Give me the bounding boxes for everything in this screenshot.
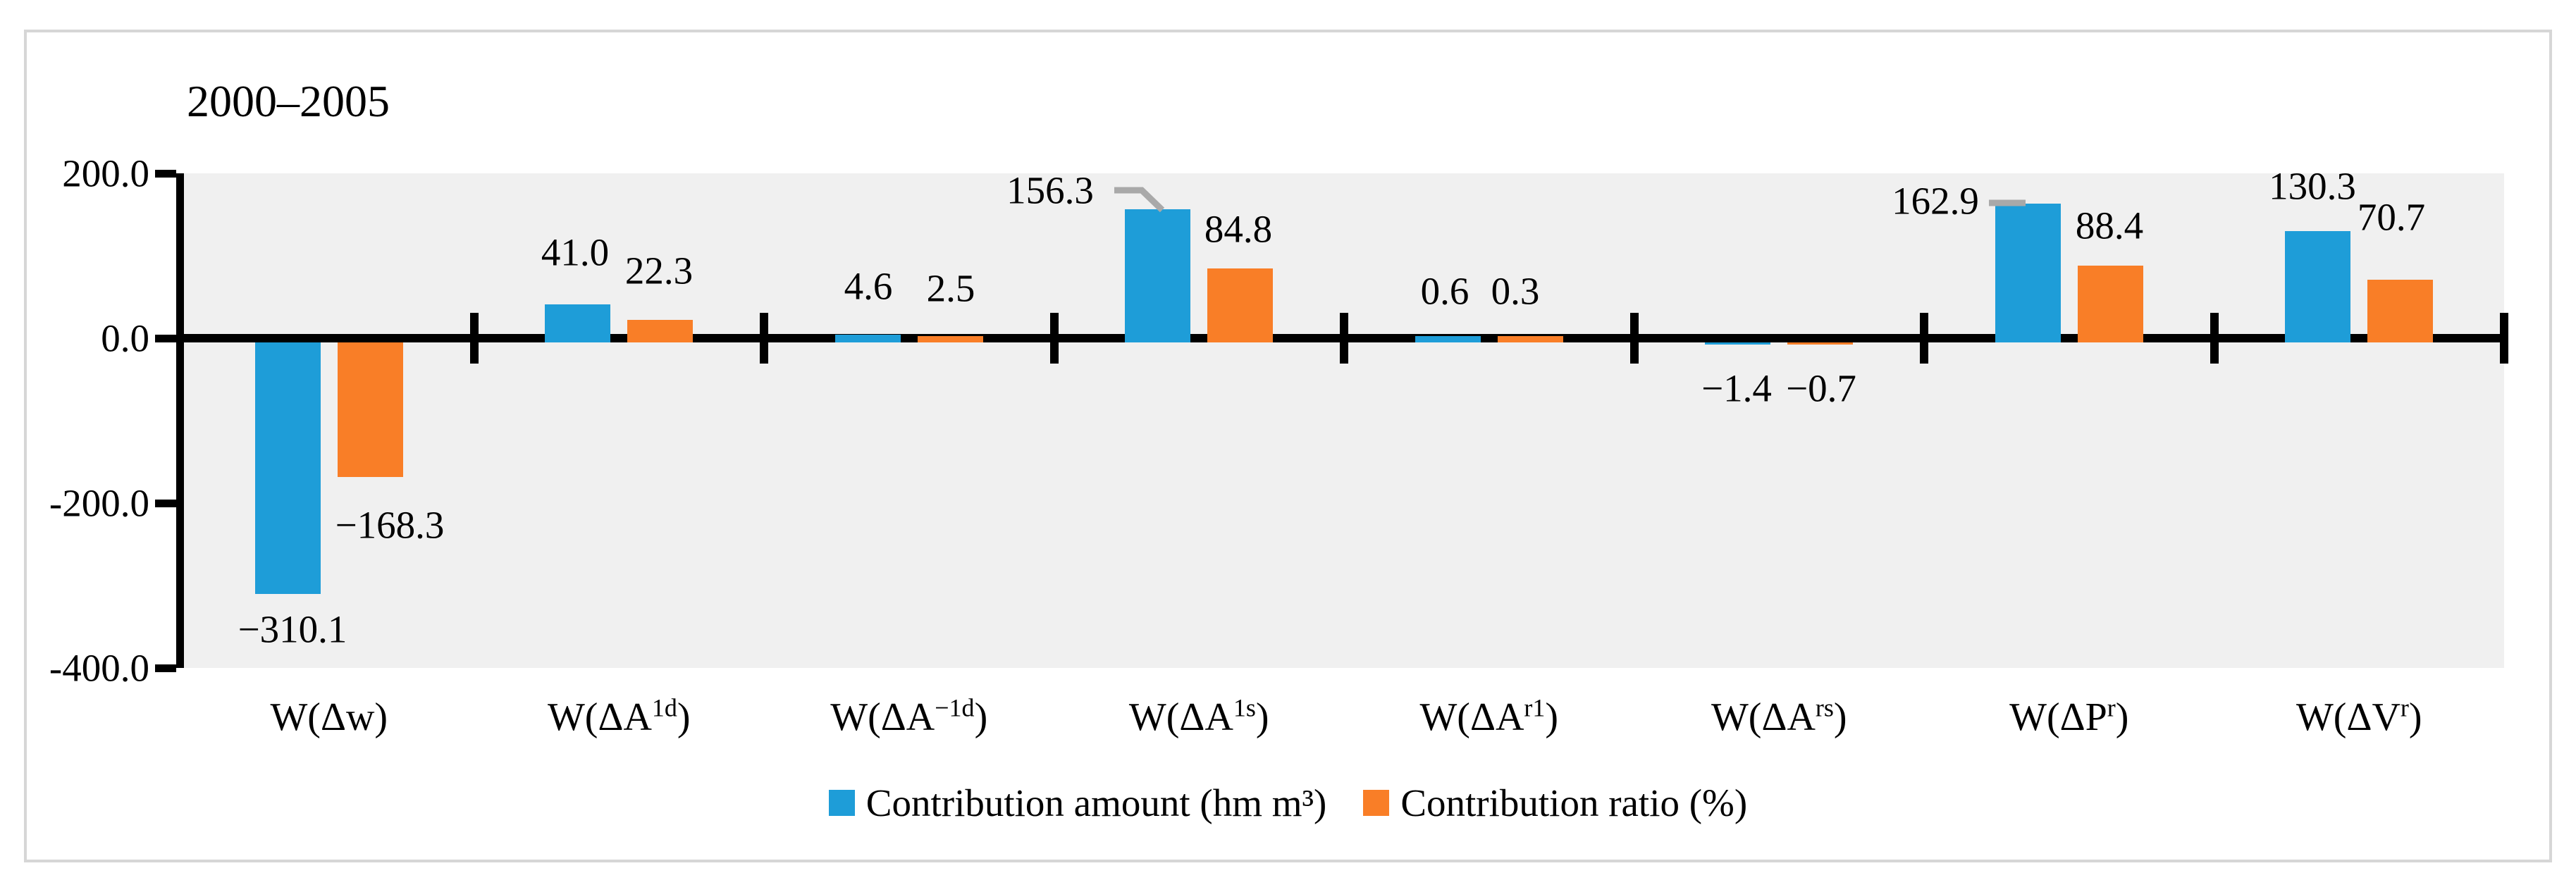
bar-amount-cat7 [1995, 204, 2061, 342]
bar-amount-cat1 [254, 342, 321, 594]
x-category-label-superscript: −1d [935, 693, 975, 722]
bar-ratio-cat5 [1497, 336, 1563, 342]
data-label-amount-cat6: −1.4 [1701, 366, 1772, 410]
data-label-leader-line-1 [1114, 187, 1165, 213]
x-category-label-superscript: 1s [1233, 693, 1256, 722]
legend-label-contribution-ratio: Contribution ratio (%) [1400, 781, 1748, 824]
y-axis-tick [155, 500, 176, 507]
bar-amount-cat3 [834, 334, 901, 342]
x-axis-tick [1049, 313, 1059, 364]
data-label-amount-cat8: 130.3 [2269, 164, 2356, 208]
data-label-amount-cat2: 41.0 [541, 230, 610, 274]
plot-background [184, 173, 2504, 668]
legend-item-contribution-ratio: Contribution ratio (%) [1363, 783, 1747, 822]
bar-ratio-cat1 [337, 342, 403, 477]
y-axis-tick [155, 664, 176, 672]
x-axis-tick [1920, 313, 1928, 364]
bar-ratio-cat3 [917, 336, 983, 342]
x-category-label-2: W(ΔA1d) [547, 693, 691, 739]
bar-amount-cat4 [1125, 209, 1191, 342]
x-axis-tick [1629, 313, 1639, 364]
data-label-ratio-cat8: 70.7 [2357, 195, 2426, 239]
x-axis-tick [2500, 313, 2508, 364]
bar-amount-cat8 [2285, 230, 2351, 342]
x-axis-tick [1340, 313, 1348, 364]
x-category-label-4: W(ΔA1s) [1128, 693, 1269, 739]
y-axis-tick-label: -200.0 [49, 481, 149, 525]
x-category-label-5: W(ΔAr1) [1419, 693, 1559, 739]
data-label-amount-cat5: 0.6 [1420, 269, 1469, 313]
bar-ratio-cat2 [627, 319, 694, 342]
x-category-label-superscript: r [2107, 693, 2116, 722]
x-category-label-superscript: rs [1815, 693, 1834, 722]
bar-ratio-cat4 [1207, 268, 1274, 342]
bar-ratio-cat7 [2077, 265, 2143, 342]
data-label-ratio-cat3: 2.5 [926, 266, 975, 310]
x-category-label-7: W(ΔPr) [2009, 693, 2129, 739]
x-axis-tick [760, 313, 768, 364]
data-label-amount-cat3: 4.6 [844, 264, 893, 308]
legend-swatch-amount-icon [828, 790, 855, 816]
bar-ratio-cat8 [2367, 280, 2434, 342]
legend-item-contribution-amount: Contribution amount (hm m³) [828, 781, 1327, 824]
data-label-ratio-cat1: −168.3 [335, 503, 445, 547]
x-category-label-6: W(ΔArs) [1711, 693, 1847, 739]
y-axis-tick [155, 170, 176, 178]
bar-amount-cat2 [545, 304, 611, 342]
legend-label-contribution-amount: Contribution amount (hm m³) [865, 781, 1327, 824]
bar-ratio-cat6 [1787, 342, 1854, 345]
bar-amount-cat5 [1415, 336, 1481, 342]
y-axis-tick-label: -400.0 [49, 646, 149, 690]
data-label-amount-cat1: −310.1 [238, 607, 347, 651]
bar-amount-cat6 [1705, 342, 1771, 345]
y-axis-tick-label: 200.0 [62, 151, 149, 195]
x-category-label-superscript: r [2400, 693, 2409, 722]
data-label-amount-cat7: 162.9 [1892, 179, 1979, 223]
x-category-label-3: W(ΔA−1d) [830, 693, 988, 739]
data-label-ratio-cat6: −0.7 [1786, 366, 1856, 410]
y-axis-tick-label: 0.0 [101, 316, 149, 360]
legend-swatch-ratio-icon [1363, 790, 1390, 816]
data-label-ratio-cat2: 22.3 [624, 249, 694, 292]
y-axis-spine [176, 173, 184, 668]
y-axis-tick [155, 335, 176, 342]
data-label-ratio-cat4: 84.8 [1204, 207, 1273, 251]
data-label-amount-cat4: 156.3 [1006, 168, 1094, 212]
x-category-label-1: W(Δw) [270, 695, 388, 739]
data-label-ratio-cat7: 88.4 [2075, 204, 2144, 247]
x-axis-tick [469, 313, 479, 364]
legend: Contribution amount (hm m³) Contribution… [0, 783, 2576, 822]
data-label-ratio-cat5: 0.3 [1491, 269, 1540, 313]
chart-title: 2000–2005 [187, 76, 390, 126]
x-category-label-8: W(ΔVr) [2295, 693, 2422, 739]
x-category-label-superscript: 1d [651, 693, 677, 722]
x-axis-tick [2210, 313, 2219, 364]
x-category-label-superscript: r1 [1524, 693, 1546, 722]
